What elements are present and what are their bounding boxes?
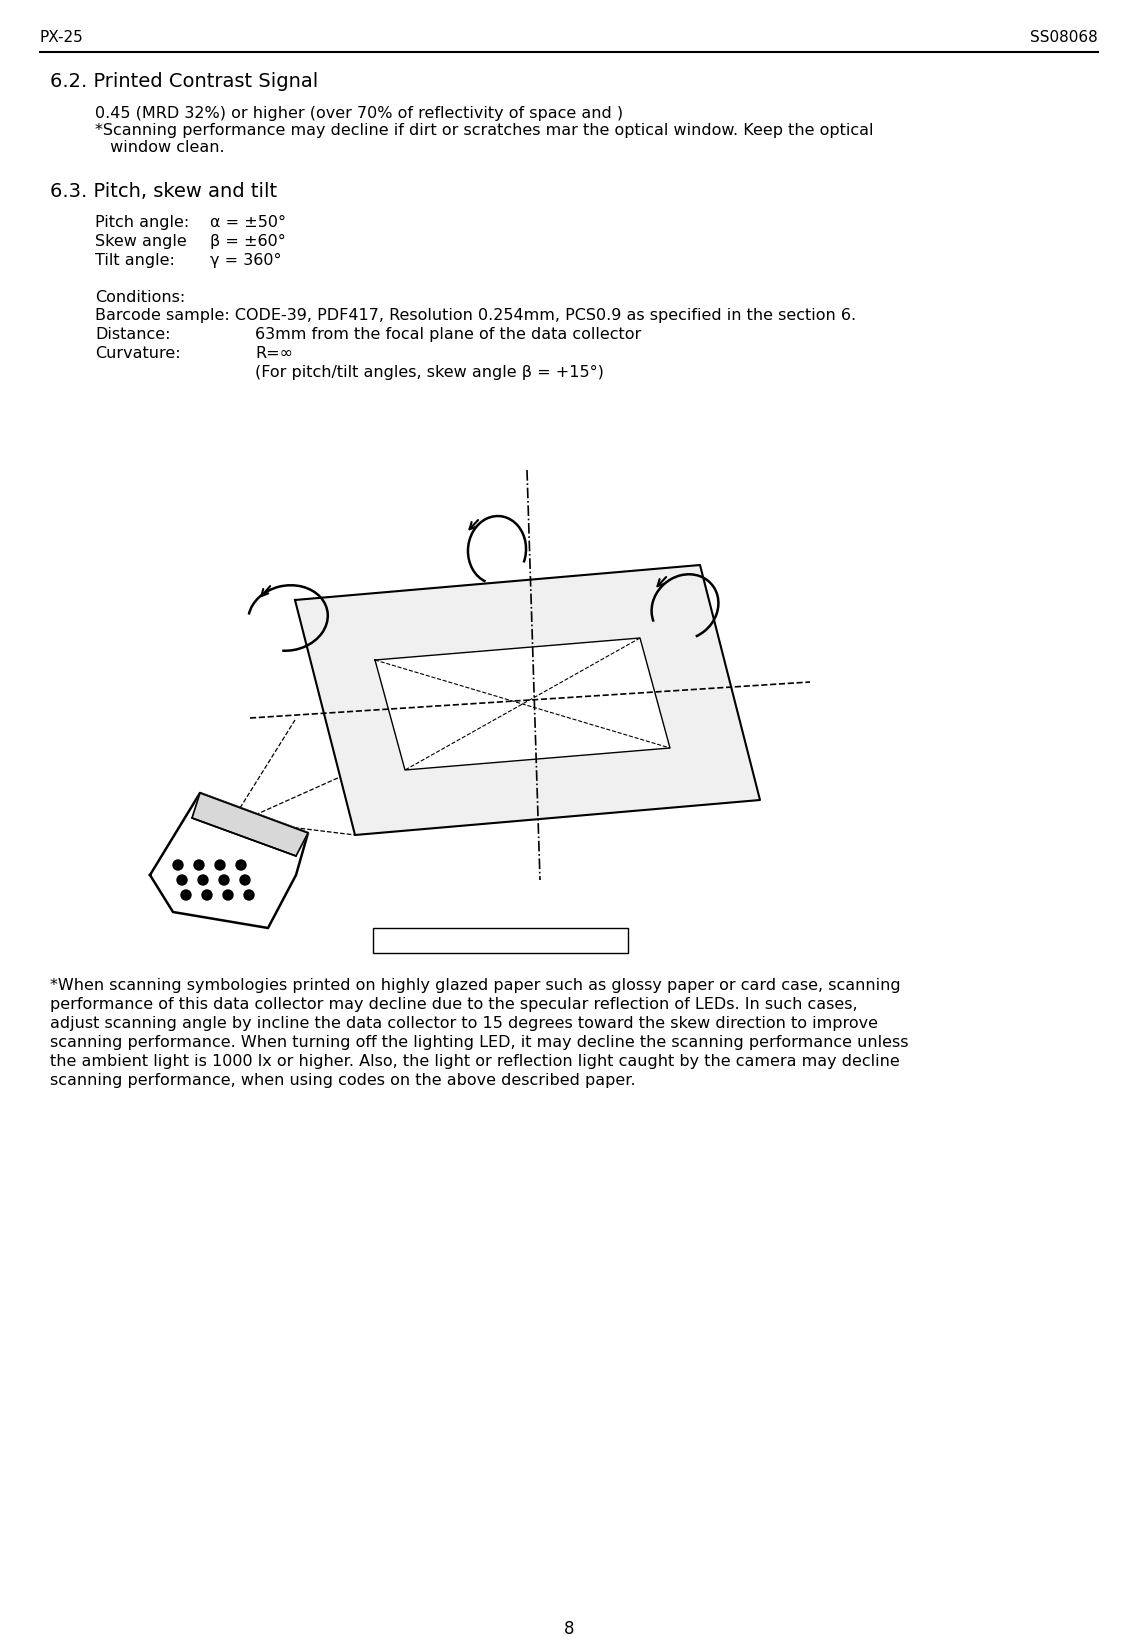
Circle shape [193, 861, 204, 871]
Text: Curvature:: Curvature: [94, 345, 181, 362]
Text: α = ±50°: α = ±50° [211, 215, 286, 230]
Text: performance of this data collector may decline due to the specular reflection of: performance of this data collector may d… [50, 998, 858, 1013]
Circle shape [181, 890, 191, 900]
Text: the ambient light is 1000 lx or higher. Also, the light or reflection light caug: the ambient light is 1000 lx or higher. … [50, 1054, 900, 1069]
Text: (For pitch/tilt angles, skew angle β = +15°): (For pitch/tilt angles, skew angle β = +… [255, 365, 604, 380]
Text: Figure4: Pitch, skew and tilt: Figure4: Pitch, skew and tilt [394, 932, 607, 947]
Text: PX-25: PX-25 [40, 30, 84, 45]
Text: window clean.: window clean. [105, 140, 224, 155]
Text: Pitch angle:: Pitch angle: [94, 215, 189, 230]
Polygon shape [150, 793, 308, 928]
Text: Tilt angle:: Tilt angle: [94, 253, 175, 268]
Circle shape [215, 861, 225, 871]
Circle shape [244, 890, 254, 900]
Text: γ = 360°: γ = 360° [211, 253, 281, 268]
Text: 0.45 (MRD 32%) or higher (over 70% of reflectivity of space and ): 0.45 (MRD 32%) or higher (over 70% of re… [94, 106, 624, 121]
Circle shape [198, 876, 208, 885]
Text: *When scanning symbologies printed on highly glazed paper such as glossy paper o: *When scanning symbologies printed on hi… [50, 978, 900, 993]
Text: SS08068: SS08068 [1030, 30, 1098, 45]
Text: Skew angle: Skew angle [94, 235, 187, 249]
Circle shape [203, 890, 212, 900]
Text: 8: 8 [563, 1621, 575, 1639]
Text: 6.2. Printed Contrast Signal: 6.2. Printed Contrast Signal [50, 73, 319, 91]
Circle shape [178, 876, 187, 885]
Bar [373, 928, 628, 953]
Polygon shape [192, 793, 308, 856]
Circle shape [240, 876, 250, 885]
Text: 63mm from the focal plane of the data collector: 63mm from the focal plane of the data co… [255, 327, 641, 342]
Circle shape [236, 861, 246, 871]
Text: β = ±60°: β = ±60° [211, 235, 286, 249]
Text: *Scanning performance may decline if dirt or scratches mar the optical window. K: *Scanning performance may decline if dir… [94, 122, 874, 139]
Polygon shape [376, 638, 670, 770]
Circle shape [218, 876, 229, 885]
Circle shape [173, 861, 183, 871]
Polygon shape [295, 565, 760, 834]
Text: R=∞: R=∞ [255, 345, 292, 362]
Text: 6.3. Pitch, skew and tilt: 6.3. Pitch, skew and tilt [50, 182, 278, 202]
Text: scanning performance, when using codes on the above described paper.: scanning performance, when using codes o… [50, 1074, 636, 1089]
Text: scanning performance. When turning off the lighting LED, it may decline the scan: scanning performance. When turning off t… [50, 1036, 908, 1051]
Circle shape [223, 890, 233, 900]
Text: adjust scanning angle by incline the data collector to 15 degrees toward the ske: adjust scanning angle by incline the dat… [50, 1016, 879, 1031]
Text: Barcode sample: CODE-39, PDF417, Resolution 0.254mm, PCS0.9 as specified in the : Barcode sample: CODE-39, PDF417, Resolut… [94, 307, 856, 324]
Text: Distance:: Distance: [94, 327, 171, 342]
Text: Conditions:: Conditions: [94, 291, 185, 306]
